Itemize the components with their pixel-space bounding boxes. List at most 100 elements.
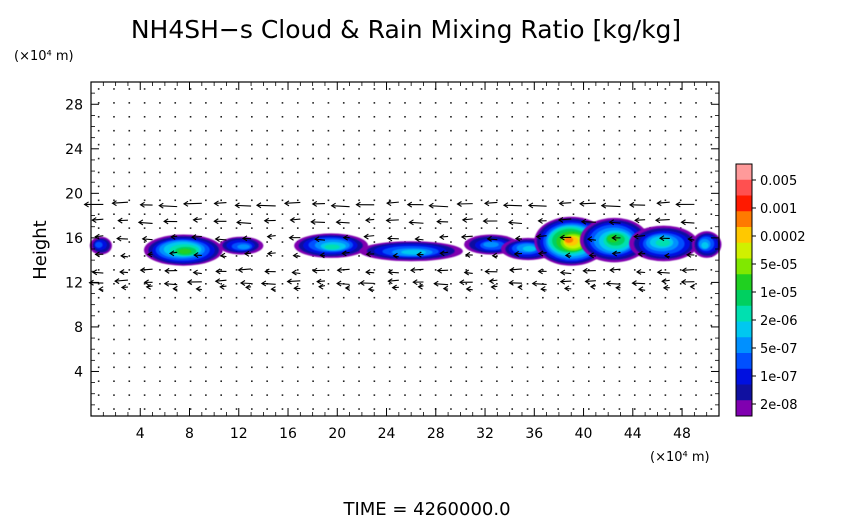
wind-dot xyxy=(281,408,284,410)
wind-dot xyxy=(695,227,697,229)
wind-dot xyxy=(143,324,146,327)
wind-dot xyxy=(649,171,651,174)
wind-dot xyxy=(373,282,376,285)
wind-dot xyxy=(480,338,483,341)
wind-dot xyxy=(342,296,345,299)
wind-arrow xyxy=(580,202,596,205)
wind-arrow xyxy=(235,204,252,207)
wind-dot xyxy=(664,352,667,355)
wind-arrow xyxy=(559,202,572,205)
wind-dot xyxy=(327,352,330,355)
wind-arrow-head xyxy=(417,283,423,290)
wind-dot xyxy=(618,157,621,160)
wind-dot xyxy=(450,129,452,132)
wind-dot xyxy=(664,199,667,202)
wind-dot xyxy=(159,199,161,202)
wind-dot xyxy=(143,143,146,146)
wind-dot xyxy=(695,352,697,355)
wind-dot xyxy=(710,366,713,369)
wind-dot xyxy=(710,282,713,285)
wind-dot xyxy=(97,324,100,327)
wind-dot xyxy=(496,408,498,410)
wind-dot xyxy=(235,352,238,355)
wind-dot xyxy=(388,171,391,174)
wind-arrow-head xyxy=(557,216,564,223)
wind-dot xyxy=(618,269,621,271)
wind-dot xyxy=(450,324,452,327)
wind-dot xyxy=(557,296,559,299)
wind-dot xyxy=(342,352,345,355)
wind-arrow xyxy=(366,271,375,274)
wind-dot xyxy=(97,115,100,118)
wind-dot xyxy=(404,143,406,146)
wind-dot xyxy=(434,394,437,396)
wind-dot xyxy=(710,143,713,146)
wind-dot xyxy=(588,324,590,327)
wind-dot xyxy=(235,213,238,216)
wind-arrow-head xyxy=(98,286,104,293)
wind-arrow xyxy=(183,202,202,205)
wind-arrow xyxy=(267,235,276,238)
wind-dot xyxy=(358,102,360,104)
wind-dot xyxy=(664,408,667,410)
wind-dot xyxy=(603,269,605,271)
wind-dot xyxy=(679,157,682,160)
wind-dot xyxy=(465,171,468,174)
wind-dot xyxy=(542,171,544,174)
wind-dot xyxy=(205,282,207,285)
wind-dot xyxy=(496,338,498,341)
wind-arrow xyxy=(315,238,326,241)
wind-dot xyxy=(373,324,376,327)
wind-arrow-head xyxy=(288,234,294,241)
wind-dot xyxy=(450,115,452,118)
wind-arrow-head xyxy=(482,218,488,225)
wind-dot xyxy=(511,213,514,216)
wind-dot xyxy=(296,282,299,285)
wind-arrow-head xyxy=(234,202,240,209)
wind-dot xyxy=(618,366,621,369)
wind-dot xyxy=(358,380,360,383)
wind-dot xyxy=(526,380,529,383)
colorbar-swatch xyxy=(736,164,752,181)
wind-dot xyxy=(159,143,161,146)
wind-dot xyxy=(542,269,544,271)
wind-arrow xyxy=(609,221,621,224)
wind-dot xyxy=(281,143,284,146)
wind-dot xyxy=(312,88,314,90)
wind-dot xyxy=(373,310,376,313)
wind-dot xyxy=(511,185,514,188)
wind-dot xyxy=(419,324,422,327)
wind-dot xyxy=(664,380,667,383)
wind-dot xyxy=(710,157,713,160)
wind-dot xyxy=(342,366,345,369)
wind-dot xyxy=(450,338,452,341)
wind-arrow xyxy=(682,269,695,271)
wind-arrow xyxy=(410,268,424,271)
wind-arrow-head xyxy=(193,252,199,259)
wind-dot xyxy=(373,408,376,410)
wind-dot xyxy=(235,324,238,327)
wind-dot xyxy=(695,185,697,188)
wind-dot xyxy=(266,143,268,146)
wind-dot xyxy=(450,88,452,90)
wind-arrow xyxy=(532,282,547,286)
wind-dot xyxy=(235,88,238,90)
wind-dot xyxy=(450,408,452,410)
wind-dot xyxy=(159,129,161,132)
cloud-contour xyxy=(401,249,427,255)
wind-dot xyxy=(128,143,131,146)
wind-dot xyxy=(664,338,667,341)
wind-dot xyxy=(189,324,192,327)
colorbar-swatch xyxy=(736,321,752,338)
wind-dot xyxy=(496,269,498,271)
wind-dot xyxy=(588,269,590,271)
wind-dot xyxy=(695,324,697,327)
wind-arrow xyxy=(115,279,128,282)
wind-dot xyxy=(373,102,376,104)
wind-dot xyxy=(358,269,360,271)
wind-dot xyxy=(113,157,115,160)
wind-dot xyxy=(97,282,100,285)
wind-dot xyxy=(220,102,222,104)
wind-arrow-head xyxy=(406,201,413,208)
wind-dot xyxy=(480,102,483,104)
